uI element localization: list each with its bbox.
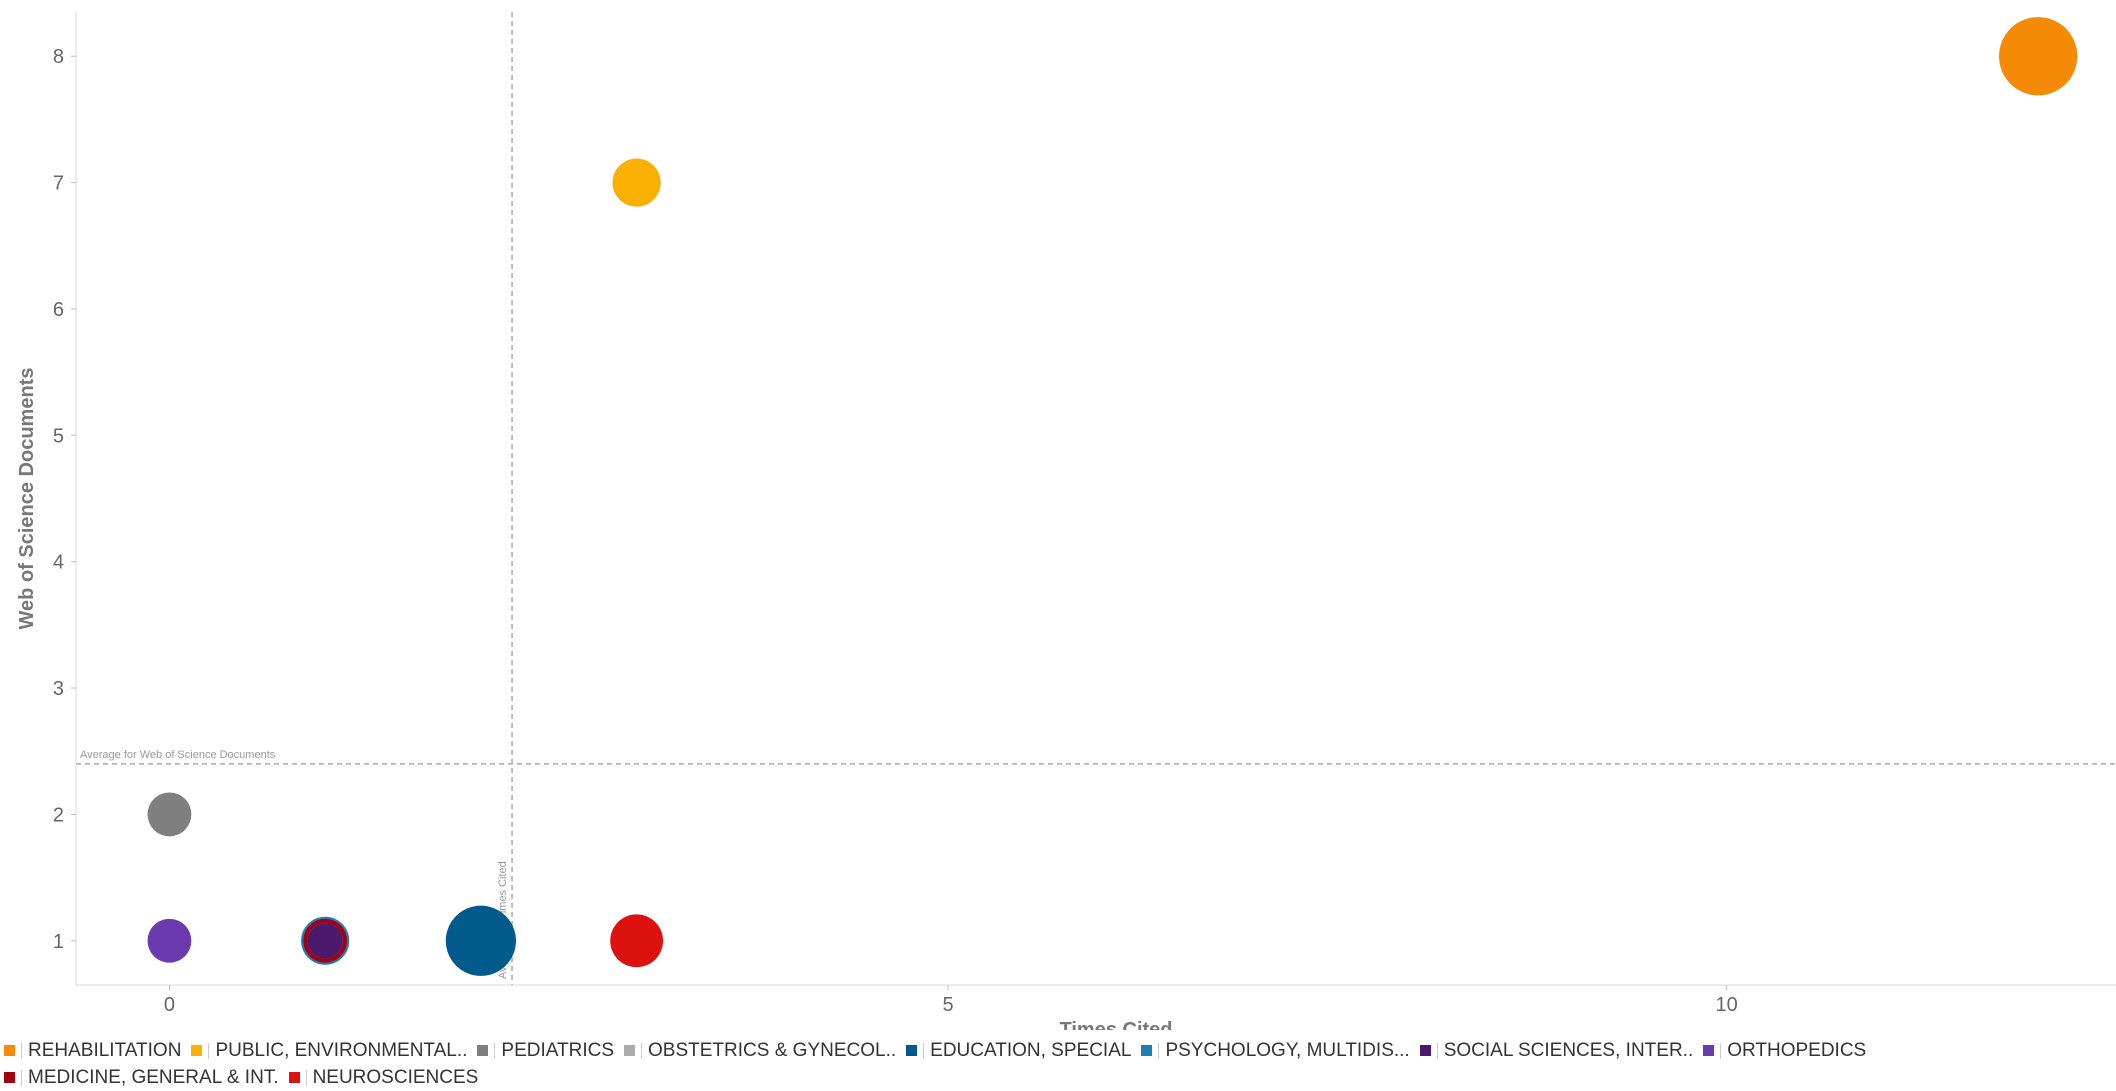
legend-swatch [1703, 1045, 1715, 1056]
legend-label: MEDICINE, GENERAL & INT. [28, 1067, 279, 1088]
legend-swatch [191, 1045, 203, 1056]
legend: REHABILITATION PUBLIC, ENVIRONMENTAL.. PED… [4, 1037, 1994, 1091]
x-tick-label: 10 [1716, 994, 1738, 1016]
y-tick-label: 3 [53, 678, 64, 700]
legend-separator [305, 1069, 307, 1086]
legend-swatch [1419, 1045, 1431, 1056]
y-tick-label: 7 [53, 173, 64, 195]
y-axis-title: Web of Science Documents [16, 368, 38, 630]
legend-separator [1720, 1042, 1722, 1059]
legend-label: SOCIAL SCIENCES, INTER.. [1443, 1040, 1694, 1061]
x-tick-label: 5 [942, 994, 953, 1016]
legend-separator [1436, 1042, 1438, 1059]
x-axis-title: Times Cited [1060, 1019, 1173, 1030]
x-tick-label: 0 [164, 994, 175, 1016]
y-tick-label: 6 [53, 299, 64, 321]
legend-item[interactable]: MEDICINE, GENERAL & INT. [4, 1064, 279, 1091]
legend-swatch [477, 1045, 489, 1056]
legend-label: ORTHOPEDICS [1727, 1040, 1867, 1061]
legend-label: REHABILITATION [28, 1040, 182, 1061]
legend-separator [21, 1042, 22, 1059]
legend-label: EDUCATION, SPECIAL [930, 1040, 1132, 1061]
data-point [147, 918, 192, 963]
legend-label: PUBLIC, ENVIRONMENTAL.. [215, 1040, 468, 1061]
legend-item[interactable]: ORTHOPEDICS [1703, 1037, 1866, 1064]
legend-swatch [4, 1072, 15, 1083]
legend-swatch [288, 1072, 300, 1083]
avg-line-y-label: Average for Web of Science Documents [80, 749, 276, 761]
data-point [610, 914, 664, 968]
legend-item[interactable]: REHABILITATION [4, 1037, 181, 1064]
y-tick-label: 4 [53, 552, 64, 574]
legend-separator [494, 1042, 496, 1059]
data-point [1998, 17, 2078, 96]
legend-swatch [906, 1045, 918, 1056]
y-tick-label: 8 [53, 46, 64, 68]
legend-swatch [4, 1045, 15, 1056]
legend-separator [923, 1042, 925, 1059]
y-tick-label: 2 [53, 804, 64, 826]
legend-separator [208, 1042, 210, 1059]
legend-item[interactable]: EDUCATION, SPECIAL [906, 1037, 1131, 1064]
legend-separator [1158, 1042, 1160, 1059]
legend-separator [641, 1042, 643, 1059]
legend-item[interactable]: PSYCHOLOGY, MULTIDIS... [1141, 1037, 1410, 1064]
legend-swatch [624, 1045, 636, 1056]
legend-item[interactable]: PEDIATRICS [477, 1037, 614, 1064]
legend-label: NEUROSCIENCES [312, 1067, 479, 1088]
data-point [147, 792, 192, 837]
data-point [307, 923, 343, 959]
legend-item[interactable]: OBSTETRICS & GYNECOL.. [624, 1037, 896, 1064]
legend-item[interactable]: SOCIAL SCIENCES, INTER.. [1419, 1037, 1694, 1064]
legend-swatch [1141, 1045, 1153, 1056]
data-point [445, 905, 516, 976]
legend-label: PSYCHOLOGY, MULTIDIS... [1165, 1040, 1410, 1061]
legend-separator [21, 1069, 22, 1086]
data-point [612, 158, 661, 207]
chart-svg: 1 2 3 4 5 6 7 8 0 5 10 Times Cited Web of Science Do… [16, 12, 2116, 1041]
legend-label: OBSTETRICS & GYNECOL.. [648, 1040, 897, 1061]
legend-item[interactable]: PUBLIC, ENVIRONMENTAL.. [191, 1037, 467, 1064]
y-tick-label: 5 [53, 425, 64, 447]
y-tick-label: 1 [53, 931, 64, 953]
legend-label: PEDIATRICS [501, 1040, 615, 1061]
legend-item[interactable]: NEUROSCIENCES [288, 1064, 479, 1091]
